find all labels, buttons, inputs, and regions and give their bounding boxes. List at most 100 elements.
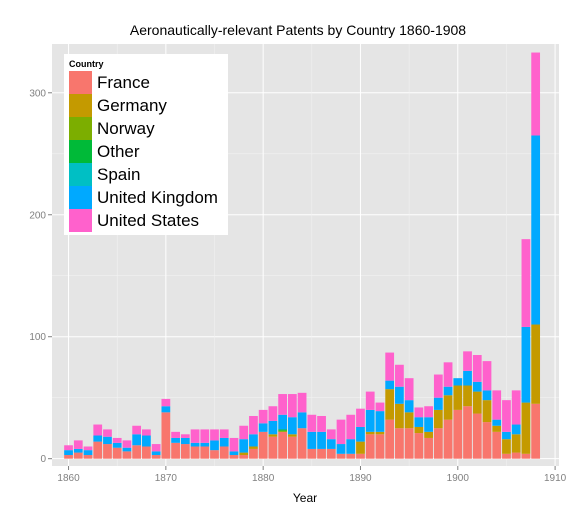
bar-segment [287, 417, 297, 435]
bar-segment [414, 433, 424, 459]
bar-segment [112, 442, 122, 448]
bar-segment [210, 440, 219, 451]
bar-segment [375, 402, 385, 412]
bar-segment [161, 412, 171, 459]
bar-segment [414, 417, 424, 427]
bar-segment [453, 385, 463, 410]
bar-segment [356, 453, 365, 459]
bar-segment [492, 390, 502, 420]
bar-segment [190, 446, 200, 459]
bar-segment [511, 424, 521, 435]
bar-segment [73, 440, 83, 449]
legend-swatch [69, 71, 92, 94]
bar-segment [375, 411, 385, 432]
bar-segment [463, 385, 472, 407]
bar-segment [268, 436, 278, 459]
bar-segment [83, 446, 93, 451]
legend-label: United Kingdom [97, 188, 218, 207]
bar-segment [346, 439, 356, 454]
bar-segment [64, 455, 73, 459]
x-tick-label: 1880 [252, 473, 275, 484]
bar-segment [502, 431, 511, 440]
bar-segment [142, 429, 151, 436]
legend-label: Spain [97, 165, 140, 184]
bar-segment [356, 426, 365, 442]
x-axis-title: Year [293, 491, 317, 505]
bar-segment [151, 455, 161, 459]
bar-segment [171, 437, 180, 443]
bar-segment [433, 374, 443, 398]
bar-segment [142, 435, 151, 447]
bar-segment [336, 453, 346, 459]
bar-segment [385, 389, 395, 420]
bar-segment [482, 400, 492, 423]
bar-segment [239, 455, 249, 459]
bar-segment [482, 390, 492, 401]
bar-segment [268, 434, 278, 437]
x-tick-label: 1860 [57, 473, 80, 484]
legend-swatch [69, 140, 92, 163]
legend-swatch [69, 186, 92, 209]
bar-segment [278, 394, 288, 415]
bar-segment [200, 429, 210, 443]
chart-title: Aeronautically-relevant Patents by Count… [130, 22, 466, 38]
bar-segment [443, 362, 453, 387]
bar-segment [161, 406, 171, 413]
x-axis-ticks: 1860 1870 1880 1890 1900 1910 [57, 466, 567, 484]
bar-segment [258, 409, 268, 424]
bar-segment [239, 452, 249, 456]
bar-segment [103, 436, 112, 445]
bar-segment [200, 446, 210, 459]
bar-segment [229, 455, 239, 459]
bar-segment [287, 434, 297, 437]
bar-segment [395, 386, 404, 404]
bar-segment [472, 381, 482, 392]
bar-segment [307, 431, 317, 449]
bar-segment [229, 451, 239, 456]
bar-segment [171, 431, 180, 438]
bar-segment [64, 445, 73, 451]
bar-segment [219, 446, 229, 459]
bar-segment [249, 448, 258, 459]
bar-segment [433, 397, 443, 410]
bar-segment [521, 239, 531, 327]
bar-segment [365, 434, 375, 459]
bar-segment [463, 370, 472, 386]
bar-segment [239, 439, 249, 453]
bar-segment [103, 444, 112, 459]
bar-segment [521, 326, 531, 403]
bar-segment [385, 419, 395, 459]
y-tick-label: 300 [29, 88, 46, 99]
bar-segment [433, 428, 443, 459]
bar-segment [531, 52, 541, 136]
bar-segment [521, 402, 531, 454]
bar-segment [492, 431, 502, 459]
bar-segment [511, 434, 521, 453]
bar-segment [443, 386, 453, 396]
bar-segment [385, 352, 395, 381]
bar-segment [210, 429, 219, 441]
bar-segment [395, 428, 404, 459]
bar-segment [404, 378, 414, 401]
bar-segment [258, 431, 268, 459]
bar-segment [210, 450, 219, 459]
bar-segment [424, 437, 433, 459]
bar-segment [64, 450, 73, 456]
bar-segment [307, 414, 317, 432]
bar-segment [219, 429, 229, 438]
bar-segment [142, 446, 151, 459]
y-tick-label: 100 [29, 332, 46, 343]
bar-segment [249, 434, 258, 447]
bar-segment [414, 426, 424, 434]
bar-segment [297, 392, 307, 413]
bar-segment [287, 436, 297, 459]
bar-segment [93, 435, 103, 442]
bar-segment [190, 442, 200, 447]
legend-label: Norway [97, 119, 155, 138]
bar-segment [278, 431, 288, 459]
bar-segment [424, 431, 433, 438]
bar-segment [83, 450, 93, 456]
bar-segment [404, 428, 414, 459]
bar-segment [502, 453, 511, 459]
bar-segment [307, 448, 317, 459]
